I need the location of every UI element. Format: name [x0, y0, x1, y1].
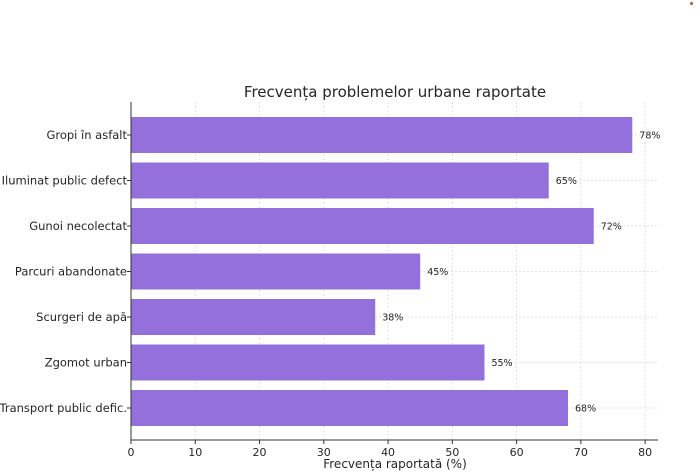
category-label: Transport public defic. [0, 401, 127, 415]
value-label: 68% [575, 404, 596, 415]
x-tick-label: 40 [381, 446, 395, 459]
x-tick-label: 50 [445, 446, 459, 459]
category-label: Scurgeri de apă [36, 310, 127, 324]
bars [131, 117, 633, 426]
bar [131, 390, 569, 426]
bar [131, 117, 633, 153]
x-tick-label: 80 [638, 446, 652, 459]
x-tick-label: 10 [188, 446, 202, 459]
x-ticks: 0 10 20 30 40 50 60 70 80 [128, 440, 652, 459]
category-label: Gropi în asfalt [46, 128, 127, 142]
value-labels: 78% 65% 72% 45% 38% 55% 68% [382, 131, 660, 415]
x-tick-label: 30 [317, 446, 331, 459]
bar [131, 253, 421, 290]
bar [131, 299, 376, 335]
category-label: Iluminat public defect [2, 174, 128, 188]
value-label: 72% [601, 222, 622, 233]
category-label: Zgomot urban [45, 356, 127, 370]
value-label: 78% [639, 131, 660, 142]
value-label: 38% [382, 313, 403, 324]
x-tick-label: 70 [574, 446, 588, 459]
value-label: 45% [427, 267, 448, 278]
bar [131, 344, 485, 381]
x-axis-label: Frecvența raportată (%) [323, 457, 467, 471]
value-label: 55% [491, 358, 512, 369]
x-tick-label: 60 [510, 446, 524, 459]
bar [131, 162, 549, 199]
x-tick-label: 0 [128, 446, 135, 459]
red-dot-marker [690, 2, 693, 5]
value-label: 65% [556, 176, 577, 187]
category-label: Gunoi necolectat [29, 219, 127, 233]
category-labels: Gropi în asfalt Iluminat public defect Gun… [0, 128, 131, 415]
category-label: Parcuri abandonate [15, 265, 127, 279]
x-tick-label: 20 [253, 446, 267, 459]
chart-title: Frecvența problemelor urbane raportate [244, 83, 546, 101]
bar [131, 208, 594, 244]
